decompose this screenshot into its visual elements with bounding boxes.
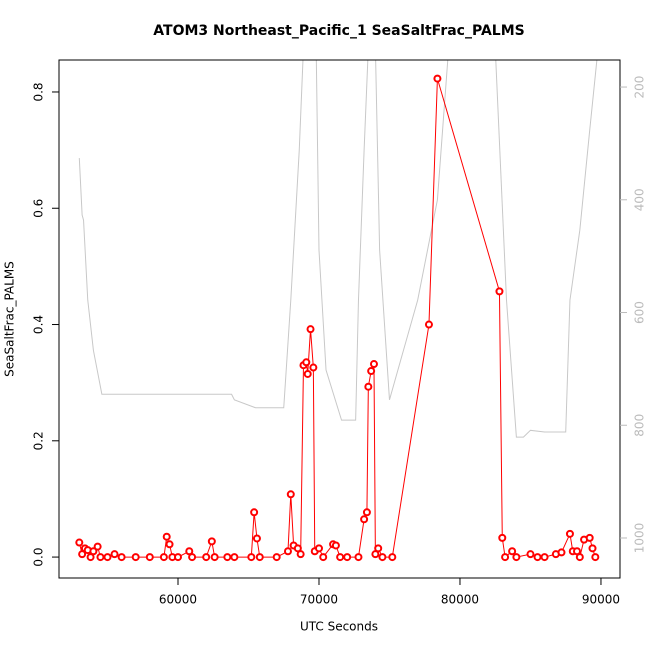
- data-point: [283, 547, 292, 556]
- y-axis-label: SeaSaltFrac_PALMS: [3, 261, 17, 377]
- y-tick-label: 0.0: [32, 548, 46, 567]
- y2-tick-label: 1000: [633, 523, 647, 554]
- data-point: [210, 553, 219, 562]
- data-point: [343, 553, 352, 562]
- data-point: [314, 544, 323, 553]
- data-point: [588, 544, 597, 553]
- x-tick-label: 60000: [159, 593, 197, 607]
- data-point: [306, 325, 315, 334]
- y2-tick-label: 400: [633, 188, 647, 211]
- data-point: [565, 529, 574, 538]
- data-point: [250, 508, 259, 517]
- data-point: [374, 544, 383, 553]
- data-point: [369, 360, 378, 369]
- data-point: [303, 369, 312, 378]
- x-tick-label: 90000: [582, 593, 620, 607]
- data-point: [331, 541, 340, 550]
- x-tick-label: 80000: [441, 593, 479, 607]
- data-point: [309, 363, 318, 372]
- y2-tick-label: 600: [633, 301, 647, 324]
- data-point: [367, 367, 376, 376]
- data-point: [575, 553, 584, 562]
- x-tick-label: 70000: [300, 593, 338, 607]
- data-point: [247, 553, 256, 562]
- data-point: [526, 550, 535, 559]
- data-point: [501, 553, 510, 562]
- series-line: [78, 60, 598, 438]
- data-point: [495, 287, 504, 296]
- data-point: [498, 533, 507, 542]
- data-point: [103, 553, 112, 562]
- data-point: [223, 553, 232, 562]
- data-point: [272, 553, 281, 562]
- data-point: [378, 553, 387, 562]
- data-point: [296, 550, 305, 559]
- data-point: [207, 537, 216, 546]
- data-point: [188, 553, 197, 562]
- data-point: [512, 553, 521, 562]
- data-point: [173, 553, 182, 562]
- data-point: [336, 553, 345, 562]
- data-point: [362, 508, 371, 517]
- data-point: [230, 553, 239, 562]
- data-point: [165, 540, 174, 549]
- data-point: [202, 553, 211, 562]
- data-point: [360, 515, 369, 524]
- chart-title: ATOM3 Northeast_Pacific_1 SeaSaltFrac_PA…: [153, 23, 524, 39]
- data-point: [364, 382, 373, 391]
- data-point: [508, 547, 517, 556]
- data-point: [131, 553, 140, 562]
- data-point: [302, 358, 311, 367]
- data-point: [533, 553, 542, 562]
- data-point: [354, 553, 363, 562]
- y-tick-label: 0.8: [32, 82, 46, 101]
- y2-tick-label: 800: [633, 414, 647, 437]
- x-axis-label: UTC Seconds: [300, 620, 378, 634]
- data-point: [319, 553, 328, 562]
- data-point: [388, 553, 397, 562]
- data-point: [557, 548, 566, 557]
- data-point: [255, 553, 264, 562]
- data-point: [96, 553, 105, 562]
- y2-tick-label: 200: [633, 76, 647, 99]
- y-tick-label: 0.2: [32, 431, 46, 450]
- data-point: [117, 553, 126, 562]
- data-point: [93, 542, 102, 551]
- y-tick-label: 0.4: [32, 315, 46, 334]
- data-point: [110, 550, 119, 559]
- data-point: [540, 553, 549, 562]
- data-point: [286, 490, 295, 499]
- plot-frame: [58, 59, 621, 579]
- data-point: [162, 532, 171, 541]
- data-point: [159, 553, 168, 562]
- data-point: [433, 74, 442, 83]
- data-point: [585, 533, 594, 542]
- data-point: [252, 534, 261, 543]
- data-point: [424, 320, 433, 329]
- y-tick-label: 0.6: [32, 199, 46, 218]
- data-point: [89, 547, 98, 556]
- plot-area: [75, 60, 600, 562]
- data-point: [591, 553, 600, 562]
- data-point: [145, 553, 154, 562]
- data-point: [75, 538, 84, 547]
